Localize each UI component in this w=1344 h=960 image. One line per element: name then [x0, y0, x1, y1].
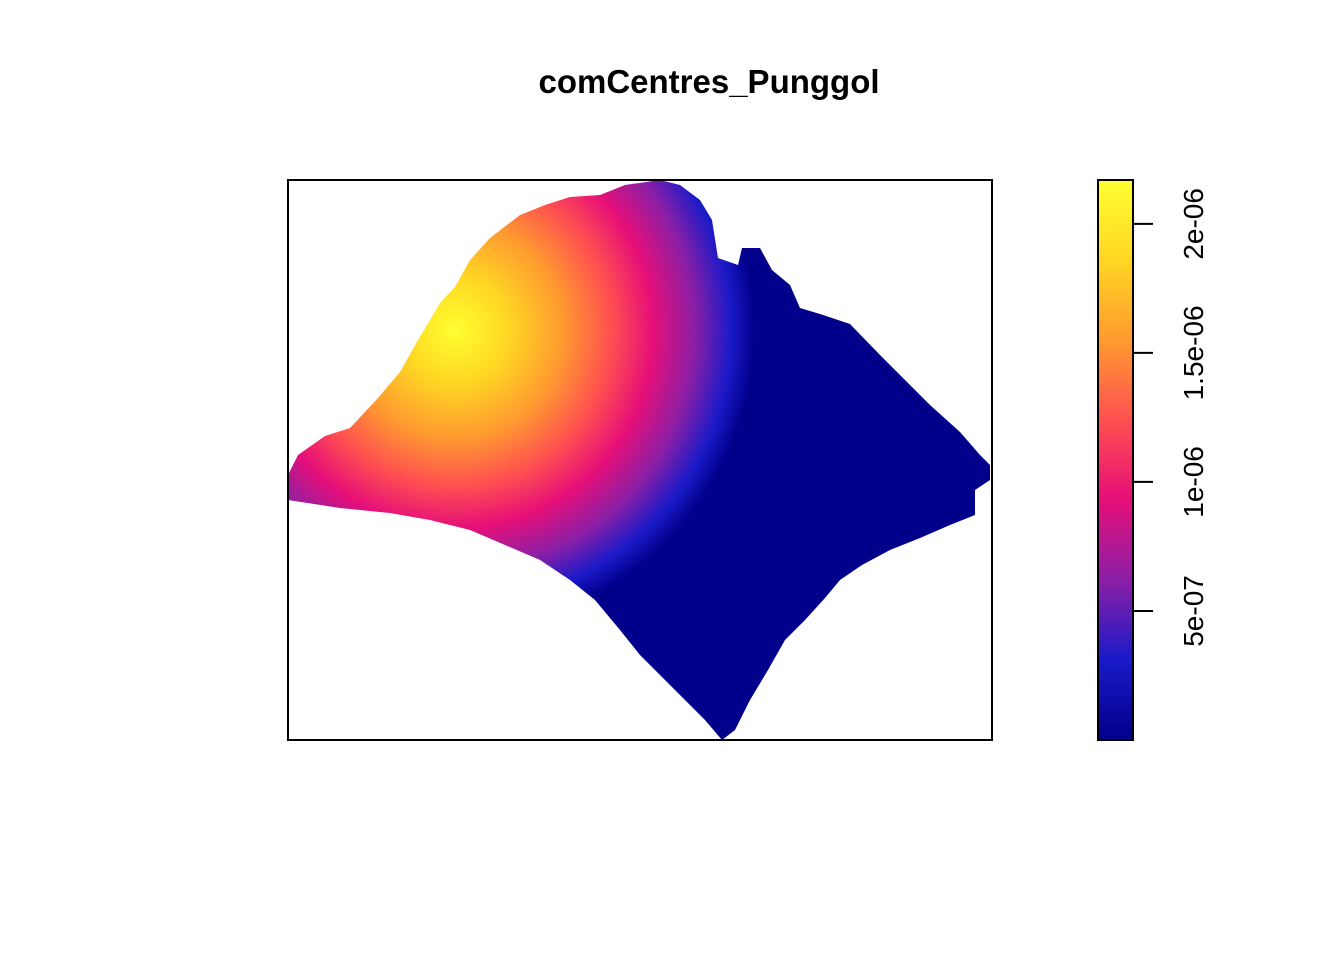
colorbar-tick-label: 5e-07 — [1178, 575, 1209, 647]
punggol-density-region — [288, 180, 990, 740]
colorbar-tick-label: 2e-06 — [1178, 188, 1209, 260]
colorbar-ticks: 5e-07 1e-06 1.5e-06 2e-06 — [1133, 188, 1209, 647]
chart-title: comCentres_Punggol — [538, 63, 879, 100]
colorbar-tick-label: 1.5e-06 — [1178, 305, 1209, 400]
colorbar: 5e-07 1e-06 1.5e-06 2e-06 — [1097, 179, 1209, 741]
plot-frame — [287, 179, 993, 741]
colorbar-fill — [1097, 179, 1134, 741]
colorbar-tick-label: 1e-06 — [1178, 446, 1209, 518]
